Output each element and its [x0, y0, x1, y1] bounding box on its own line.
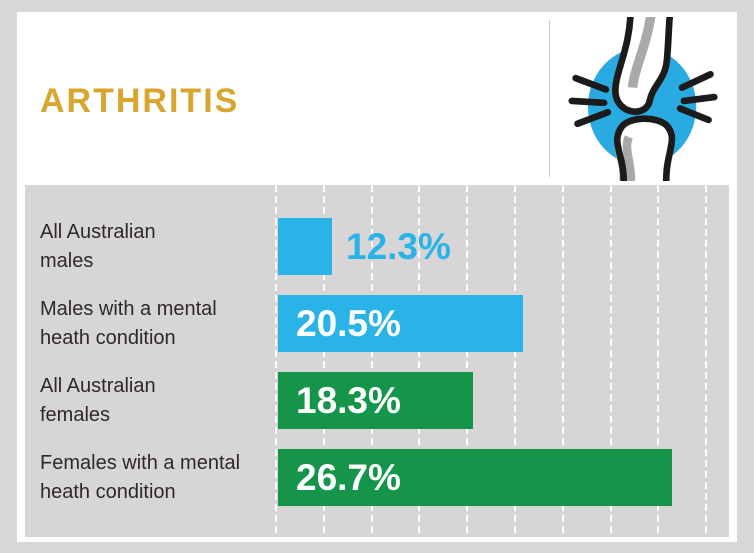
category-label-line1: All Australian: [40, 220, 156, 243]
chart-row: Females with a mental heath condition 26…: [25, 449, 729, 506]
tibia-shadow: [622, 134, 635, 181]
header-divider: [549, 20, 550, 177]
gridline: [418, 185, 421, 537]
gridline: [609, 185, 612, 537]
category-label-line2: heath condition: [40, 480, 176, 503]
gridline: [466, 185, 469, 537]
category-label-line1: All Australian: [40, 374, 156, 397]
infographic-card: ARTHRITIS: [17, 12, 737, 542]
gridline: [561, 185, 564, 537]
bar-value-label: 18.3%: [296, 380, 401, 421]
category-label-line1: Females with a mental: [40, 451, 241, 474]
pain-lines-icon: [567, 70, 718, 127]
icon-box: [550, 12, 737, 185]
gridline: [514, 185, 516, 537]
tibia-outline: [613, 114, 675, 181]
chart-panel: All Australian males 12.3% Males with a …: [25, 185, 729, 537]
gridline: [275, 185, 277, 537]
bar: [278, 218, 332, 275]
gridline: [705, 185, 708, 537]
femur-shadow: [627, 16, 655, 88]
bar-value-label: 12.3%: [346, 226, 451, 267]
femur-outline: [611, 16, 673, 115]
category-label: All Australian females: [40, 372, 275, 429]
bar-value-label: 26.7%: [296, 457, 401, 498]
category-label-line2: females: [40, 403, 111, 426]
bar-value-label: 20.5%: [296, 303, 401, 344]
bar: 26.7%: [278, 449, 672, 506]
category-label-line2: heath condition: [40, 326, 176, 349]
knee-joint-icon: [567, 16, 718, 181]
gridline: [322, 185, 325, 537]
bar: 18.3%: [278, 372, 473, 429]
gridline: [657, 185, 660, 537]
chart-row: Males with a mental heath condition 20.5…: [25, 295, 729, 352]
category-label: Males with a mental heath condition: [40, 295, 275, 352]
chart-row: All Australian females 18.3%: [25, 372, 729, 429]
bar: 20.5%: [278, 295, 523, 352]
chart-row: All Australian males 12.3%: [25, 218, 729, 275]
header: ARTHRITIS: [17, 12, 737, 185]
category-label-line2: males: [40, 249, 94, 272]
page-title: ARTHRITIS: [40, 82, 240, 120]
category-label: Females with a mental heath condition: [40, 449, 275, 506]
gridline: [370, 185, 373, 537]
category-label-line1: Males with a mental: [40, 297, 217, 320]
category-label: All Australian males: [40, 218, 275, 275]
